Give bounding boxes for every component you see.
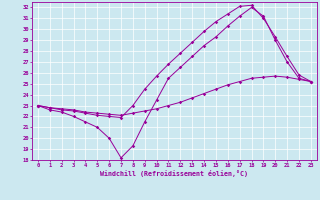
X-axis label: Windchill (Refroidissement éolien,°C): Windchill (Refroidissement éolien,°C): [100, 170, 248, 177]
